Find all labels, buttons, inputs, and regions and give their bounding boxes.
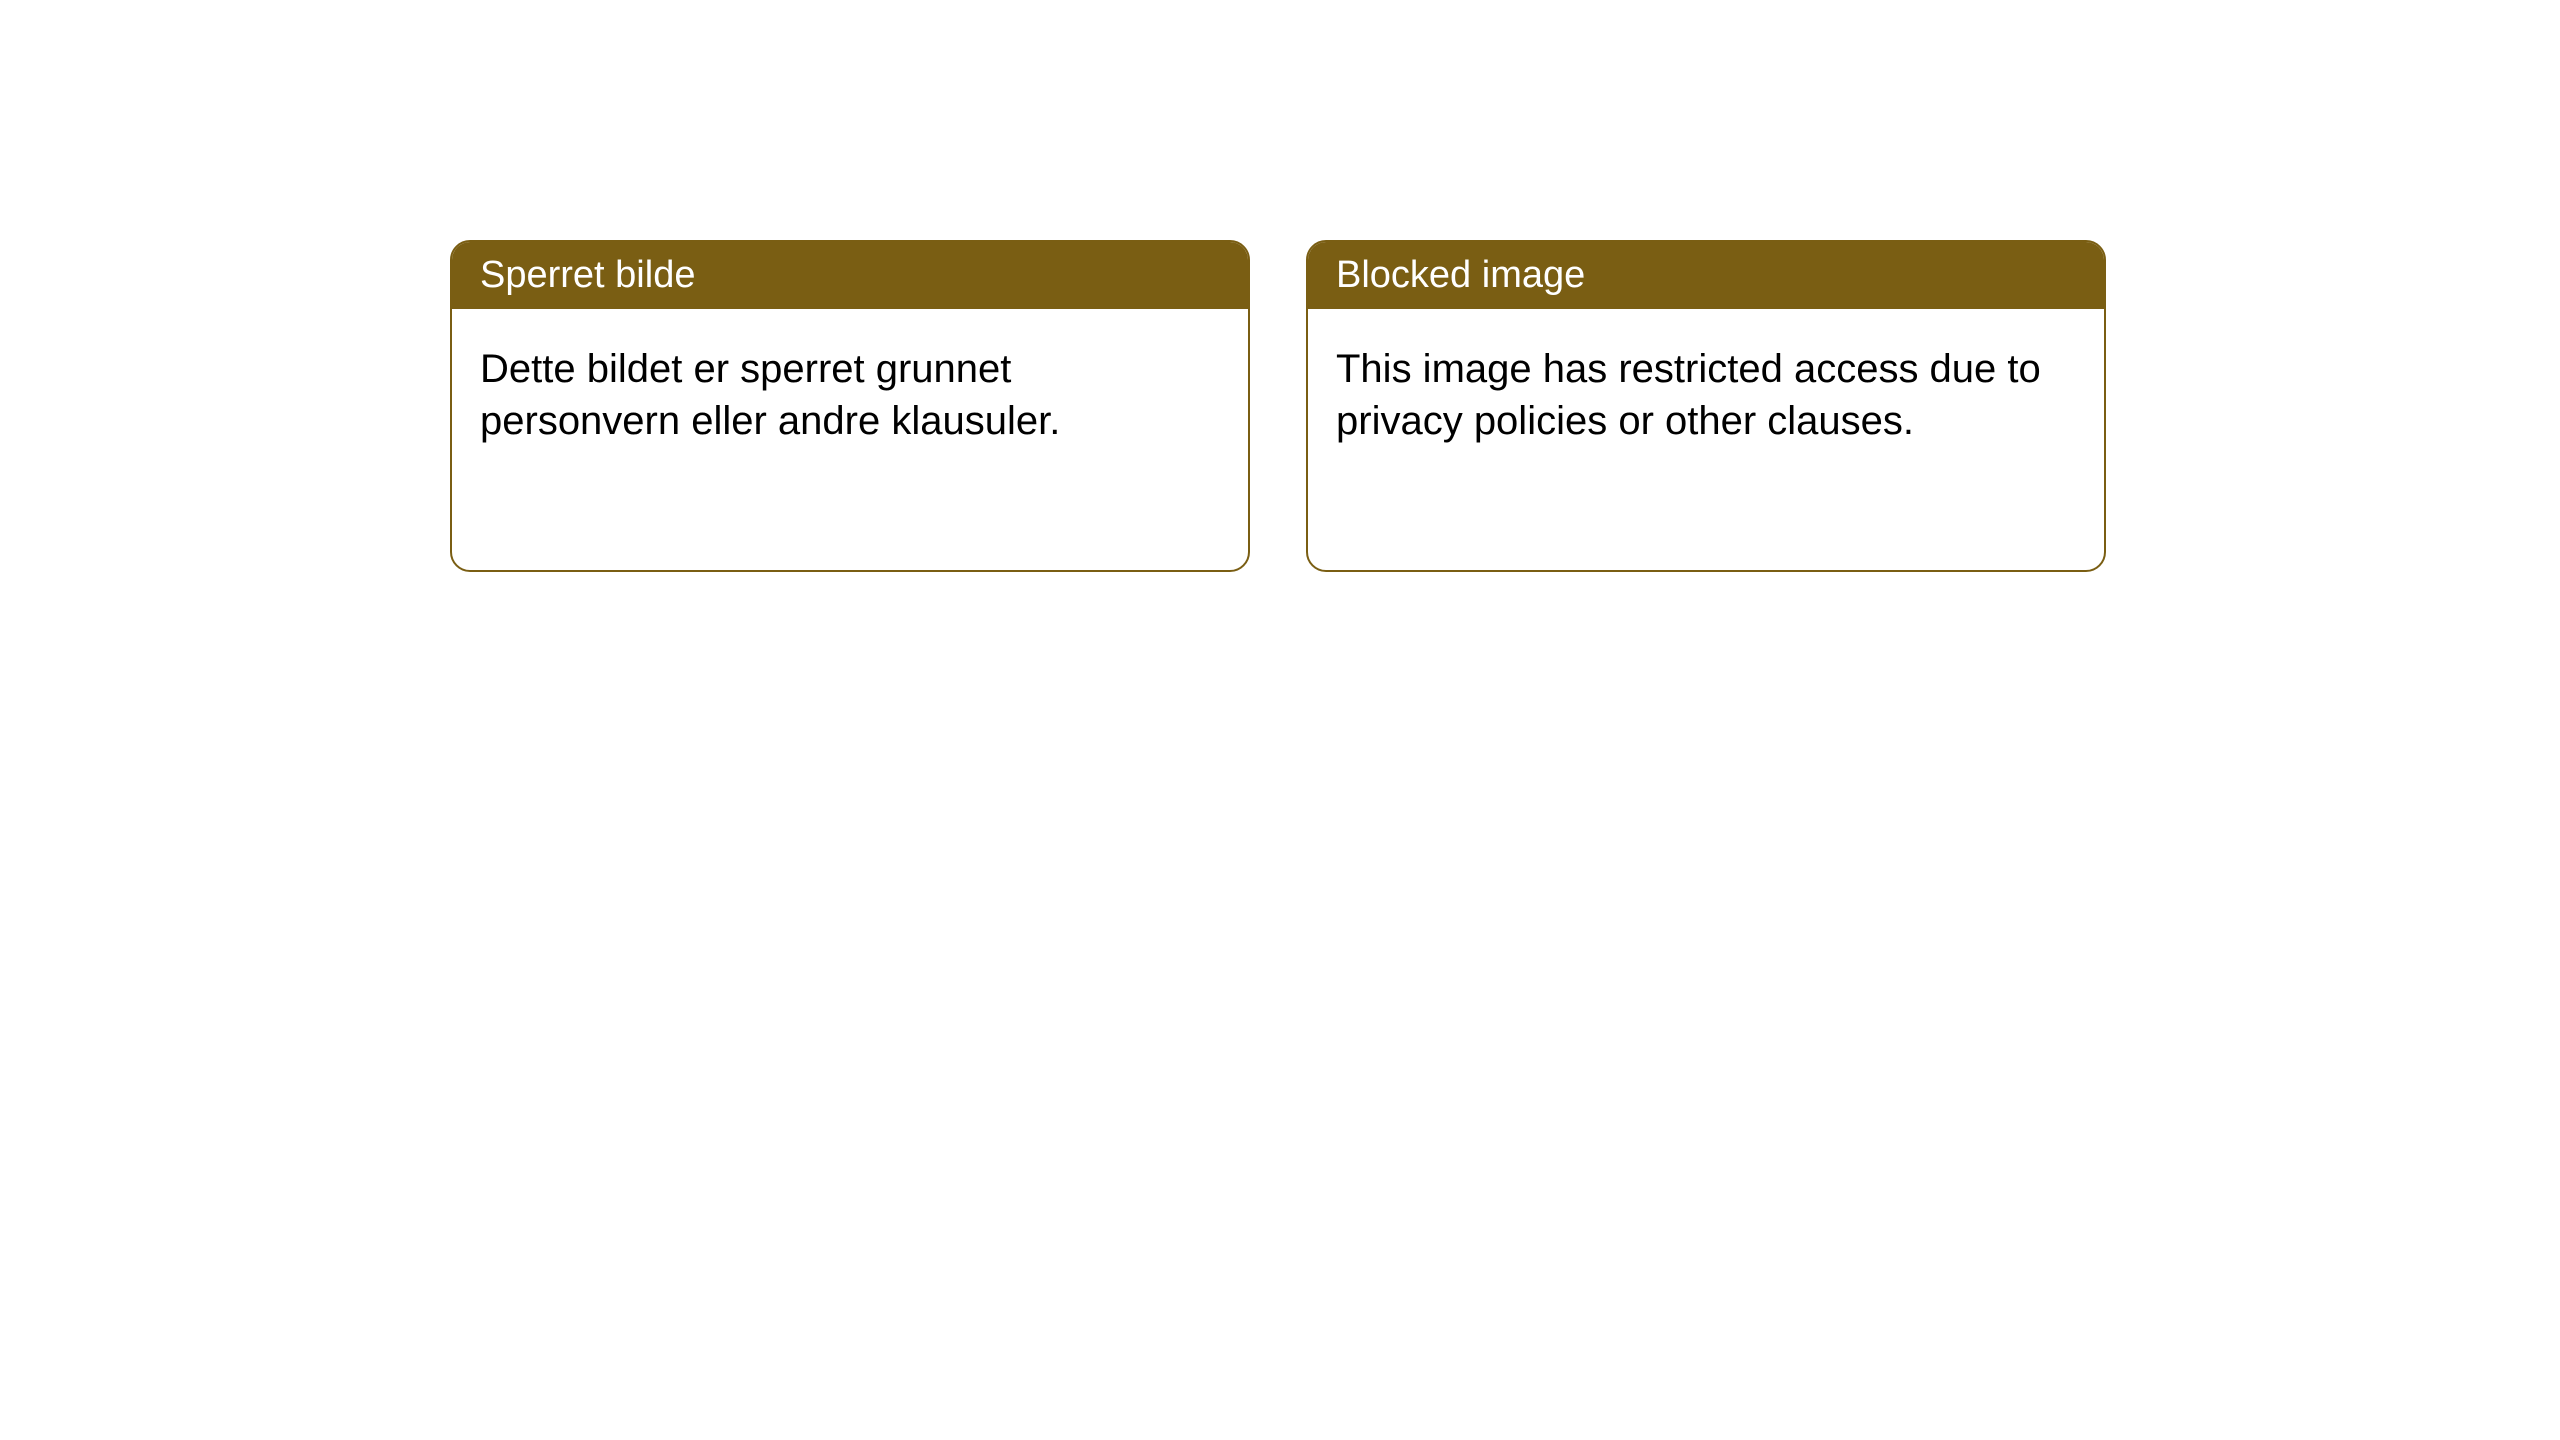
notice-body-text: This image has restricted access due to … <box>1336 347 2041 443</box>
notice-header: Sperret bilde <box>452 242 1248 309</box>
notice-body: Dette bildet er sperret grunnet personve… <box>452 309 1248 481</box>
notice-body: This image has restricted access due to … <box>1308 309 2104 481</box>
notice-title: Sperret bilde <box>480 254 695 296</box>
notice-container: Sperret bilde Dette bildet er sperret gr… <box>450 240 2560 572</box>
notice-header: Blocked image <box>1308 242 2104 309</box>
notice-card-norwegian: Sperret bilde Dette bildet er sperret gr… <box>450 240 1250 572</box>
notice-body-text: Dette bildet er sperret grunnet personve… <box>480 347 1060 443</box>
notice-card-english: Blocked image This image has restricted … <box>1306 240 2106 572</box>
notice-title: Blocked image <box>1336 254 1585 296</box>
